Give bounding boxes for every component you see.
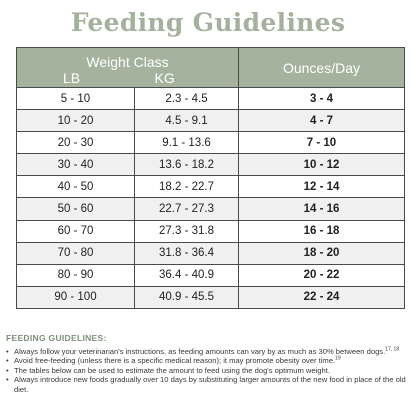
feeding-table: Weight Class Ounces/Day LB KG 5 - 10 2.3 …	[16, 47, 405, 310]
note-item: The tables below can be used to estimate…	[6, 366, 412, 376]
ounces-cell: 3 - 4	[238, 86, 405, 111]
table-row: 20 - 30 9.1 - 13.6 7 - 10	[16, 131, 405, 155]
note-item: Always introduce new foods gradually ove…	[6, 375, 412, 394]
kg-cell: 36.4 - 40.9	[134, 263, 239, 287]
ounces-cell: 14 - 16	[238, 197, 405, 221]
note-citation: 19	[335, 355, 341, 362]
table-row: 80 - 90 36.4 - 40.9 20 - 22	[16, 263, 405, 287]
note-text: Always follow your veterinarian's instru…	[14, 346, 386, 356]
lb-cell: 40 - 50	[16, 175, 135, 199]
table-row: 60 - 70 27.3 - 31.8 16 - 18	[16, 219, 405, 243]
lb-cell: 70 - 80	[16, 241, 135, 265]
lb-cell: 90 - 100	[16, 285, 135, 310]
ounces-cell: 12 - 14	[238, 175, 405, 199]
kg-header: KG	[134, 69, 239, 88]
kg-cell: 13.6 - 18.2	[134, 153, 239, 177]
lb-cell: 80 - 90	[16, 263, 135, 287]
notes-title: FEEDING GUIDELINES:	[6, 333, 107, 343]
note-item: Avoid free-feeding (unless there is a sp…	[6, 356, 412, 366]
page-title: Feeding Guidelines	[70, 8, 346, 37]
kg-cell: 27.3 - 31.8	[134, 219, 239, 243]
lb-cell: 50 - 60	[16, 197, 135, 221]
note-text: Always introduce new foods gradually ove…	[14, 375, 406, 394]
table-row: 90 - 100 40.9 - 45.5 22 - 24	[16, 285, 405, 310]
note-item: Always follow your veterinarian's instru…	[6, 347, 412, 357]
kg-cell: 31.8 - 36.4	[134, 241, 239, 265]
lb-header: LB	[16, 69, 135, 88]
kg-cell: 9.1 - 13.6	[134, 131, 239, 155]
kg-cell: 18.2 - 22.7	[134, 175, 239, 199]
notes-list: Always follow your veterinarian's instru…	[6, 347, 412, 395]
ounces-cell: 20 - 22	[238, 263, 405, 287]
table-row: 5 - 10 2.3 - 4.5 3 - 4	[16, 86, 405, 111]
lb-cell: 5 - 10	[16, 86, 135, 111]
note-citation: 17, 18	[385, 346, 400, 353]
kg-cell: 22.7 - 27.3	[134, 197, 239, 221]
ounces-cell: 16 - 18	[238, 219, 405, 243]
weight-class-header: Weight Class	[16, 47, 239, 70]
note-text: The tables below can be used to estimate…	[14, 365, 330, 375]
table-row: 70 - 80 31.8 - 36.4 18 - 20	[16, 241, 405, 265]
lb-cell: 10 - 20	[16, 109, 135, 133]
ounces-cell: 4 - 7	[238, 109, 405, 133]
table-body: 5 - 10 2.3 - 4.5 3 - 4 10 - 20 4.5 - 9.1 4 - …	[16, 86, 405, 310]
kg-cell: 40.9 - 45.5	[134, 285, 239, 310]
ounces-cell: 18 - 20	[238, 241, 405, 265]
kg-cell: 2.3 - 4.5	[134, 86, 239, 111]
lb-cell: 30 - 40	[16, 153, 135, 177]
kg-cell: 4.5 - 9.1	[134, 109, 239, 133]
lb-cell: 60 - 70	[16, 219, 135, 243]
ounces-per-day-header: Ounces/Day	[238, 47, 405, 88]
ounces-cell: 7 - 10	[238, 131, 405, 155]
ounces-cell: 10 - 12	[238, 153, 405, 177]
table-row: 10 - 20 4.5 - 9.1 4 - 7	[16, 109, 405, 133]
notes-section: FEEDING GUIDELINES: Always follow your v…	[6, 333, 412, 395]
table-row: 40 - 50 18.2 - 22.7 12 - 14	[16, 175, 405, 199]
ounces-cell: 22 - 24	[238, 285, 405, 310]
table-row: 50 - 60 22.7 - 27.3 14 - 16	[16, 197, 405, 221]
note-text: Avoid free-feeding (unless there is a sp…	[14, 356, 336, 366]
lb-cell: 20 - 30	[16, 131, 135, 155]
table-row: 30 - 40 13.6 - 18.2 10 - 12	[16, 153, 405, 177]
